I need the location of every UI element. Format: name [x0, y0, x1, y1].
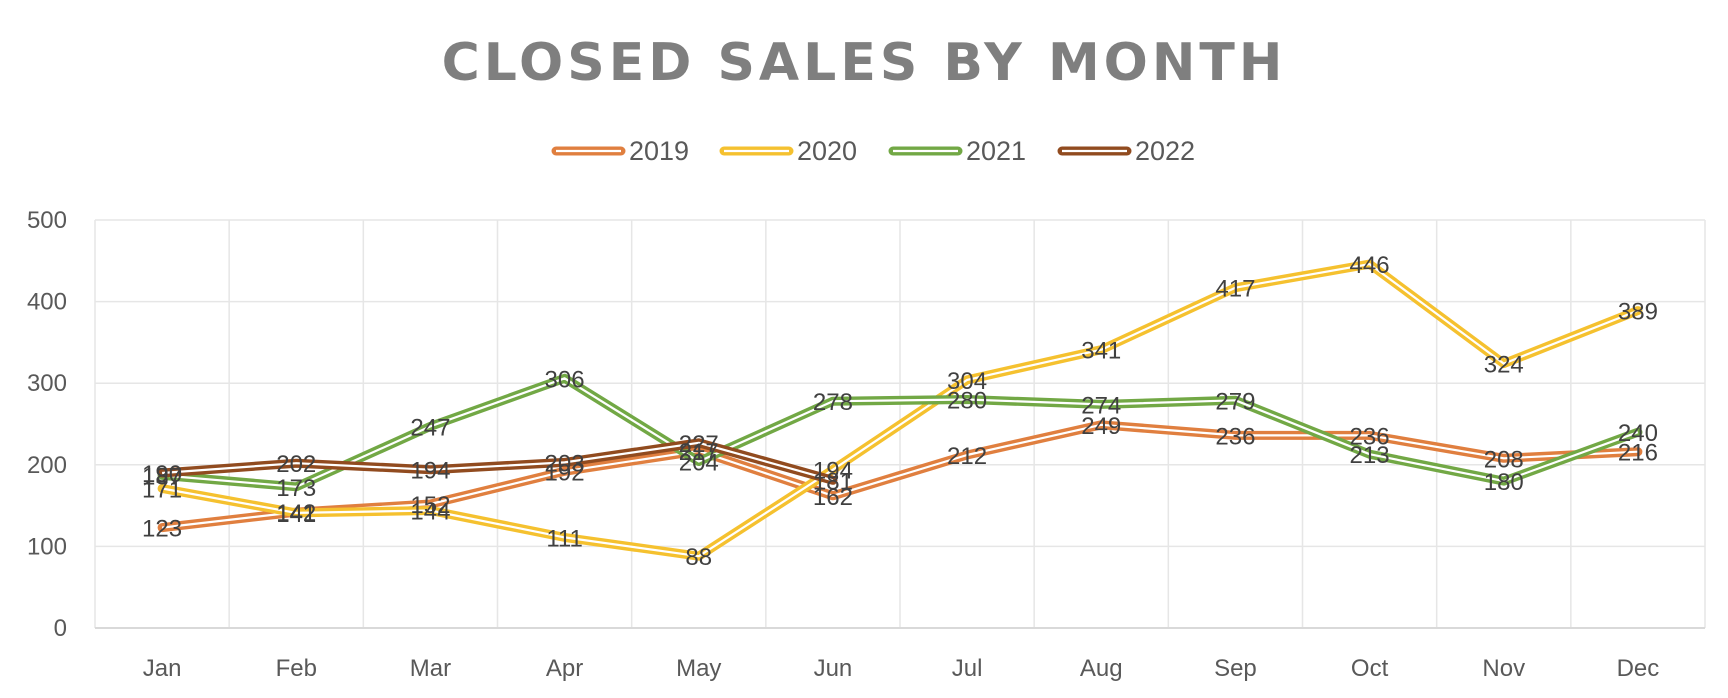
data-label-2019: 208 [1484, 446, 1524, 473]
legend-label: 2021 [966, 136, 1026, 166]
legend[interactable]: 2019 2020 2021 2022 [551, 136, 1195, 166]
y-tick-label: 100 [27, 533, 67, 560]
legend-item[interactable]: 2021 [888, 136, 1026, 166]
data-label-2019: 236 [1350, 423, 1390, 450]
data-label-2022: 194 [410, 458, 450, 485]
series-2020 [157, 259, 1643, 561]
data-label-2022: 203 [545, 450, 585, 477]
data-label-2019: 192 [545, 459, 585, 486]
x-tick-label: Dec [1617, 655, 1660, 682]
data-label-2019: 249 [1081, 413, 1121, 440]
data-label-2019: 217 [679, 439, 719, 466]
data-label-2019: 123 [142, 516, 182, 543]
x-tick-label: Jan [143, 655, 182, 682]
data-label-2022: 227 [679, 431, 719, 458]
data-label-2019: 152 [410, 492, 450, 519]
data-label-2020: 341 [1081, 338, 1121, 365]
legend-item[interactable]: 2019 [551, 136, 689, 166]
chart-title: CLOSED SALES BY MONTH [442, 33, 1287, 93]
data-label-2022: 202 [276, 451, 316, 478]
data-label-2019: 212 [947, 443, 987, 470]
data-label-2019: 162 [813, 484, 853, 511]
data-label-2020: 446 [1350, 252, 1390, 279]
data-label-2021: 187 [142, 463, 182, 490]
data-label-2020: 171 [142, 476, 182, 503]
x-tick-label: Nov [1482, 655, 1525, 682]
data-label-2019: 236 [1215, 423, 1255, 450]
x-tick-label: Mar [410, 655, 451, 682]
data-label-2022: 181 [813, 468, 853, 495]
data-label-2021: 306 [545, 366, 585, 393]
data-label-2020: 111 [546, 525, 582, 552]
data-label-2021: 204 [679, 450, 719, 477]
x-tick-label: Sep [1214, 655, 1257, 682]
series-line-inner-2020 [161, 263, 1639, 558]
x-tick-label: May [676, 655, 721, 682]
data-label-2019: 142 [276, 500, 316, 527]
data-label-2019: 216 [1618, 440, 1658, 467]
x-tick-label: Feb [276, 655, 317, 682]
data-label-2020: 417 [1215, 276, 1255, 303]
data-label-2020: 88 [685, 544, 712, 571]
series-2022 [157, 438, 838, 485]
data-label-2021: 279 [1215, 388, 1255, 415]
data-label-2021: 213 [1350, 442, 1390, 469]
series-line-inner-2022 [162, 441, 834, 482]
series-2019 [157, 420, 1643, 533]
y-tick-label: 200 [27, 452, 67, 479]
series-2021 [157, 373, 1643, 492]
axes: 0 100 200 300 400 500 Jan Feb Mar Apr May Jun Jul Aug… [27, 207, 1705, 682]
legend-item[interactable]: 2022 [1057, 136, 1195, 166]
data-label-2020: 194 [813, 458, 853, 485]
series-line-inner-2021 [162, 377, 1639, 488]
x-tick-label: Jul [952, 655, 983, 682]
data-label-2021: 247 [410, 414, 450, 441]
data-label-2021: 278 [813, 389, 853, 416]
series-line-inner-2019 [161, 423, 1638, 529]
legend-label: 2019 [629, 136, 689, 166]
y-tick-label: 0 [54, 615, 67, 642]
data-label-2020: 389 [1618, 299, 1658, 326]
series-lines [157, 259, 1643, 561]
legend-label: 2022 [1135, 136, 1195, 166]
x-tick-label: Aug [1080, 655, 1123, 682]
x-tick-label: Apr [546, 655, 583, 682]
data-label-2021: 180 [1484, 469, 1524, 496]
legend-label: 2020 [797, 136, 857, 166]
y-tick-label: 300 [27, 370, 67, 397]
x-tick-label: Oct [1351, 655, 1389, 682]
y-tick-label: 400 [27, 289, 67, 316]
y-tick-label: 500 [27, 207, 67, 234]
data-label-2022: 190 [142, 461, 182, 488]
legend-item[interactable]: 2020 [719, 136, 857, 166]
data-label-2021: 280 [947, 388, 987, 415]
data-label-2020: 141 [276, 501, 316, 528]
data-label-2020: 144 [410, 498, 450, 525]
data-label-2020: 304 [947, 368, 987, 395]
data-label-2021: 173 [276, 475, 316, 502]
x-tick-label: Jun [814, 655, 853, 682]
data-label-2020: 324 [1484, 352, 1524, 379]
data-label-2021: 240 [1618, 420, 1658, 447]
data-label-2021: 274 [1081, 392, 1121, 419]
